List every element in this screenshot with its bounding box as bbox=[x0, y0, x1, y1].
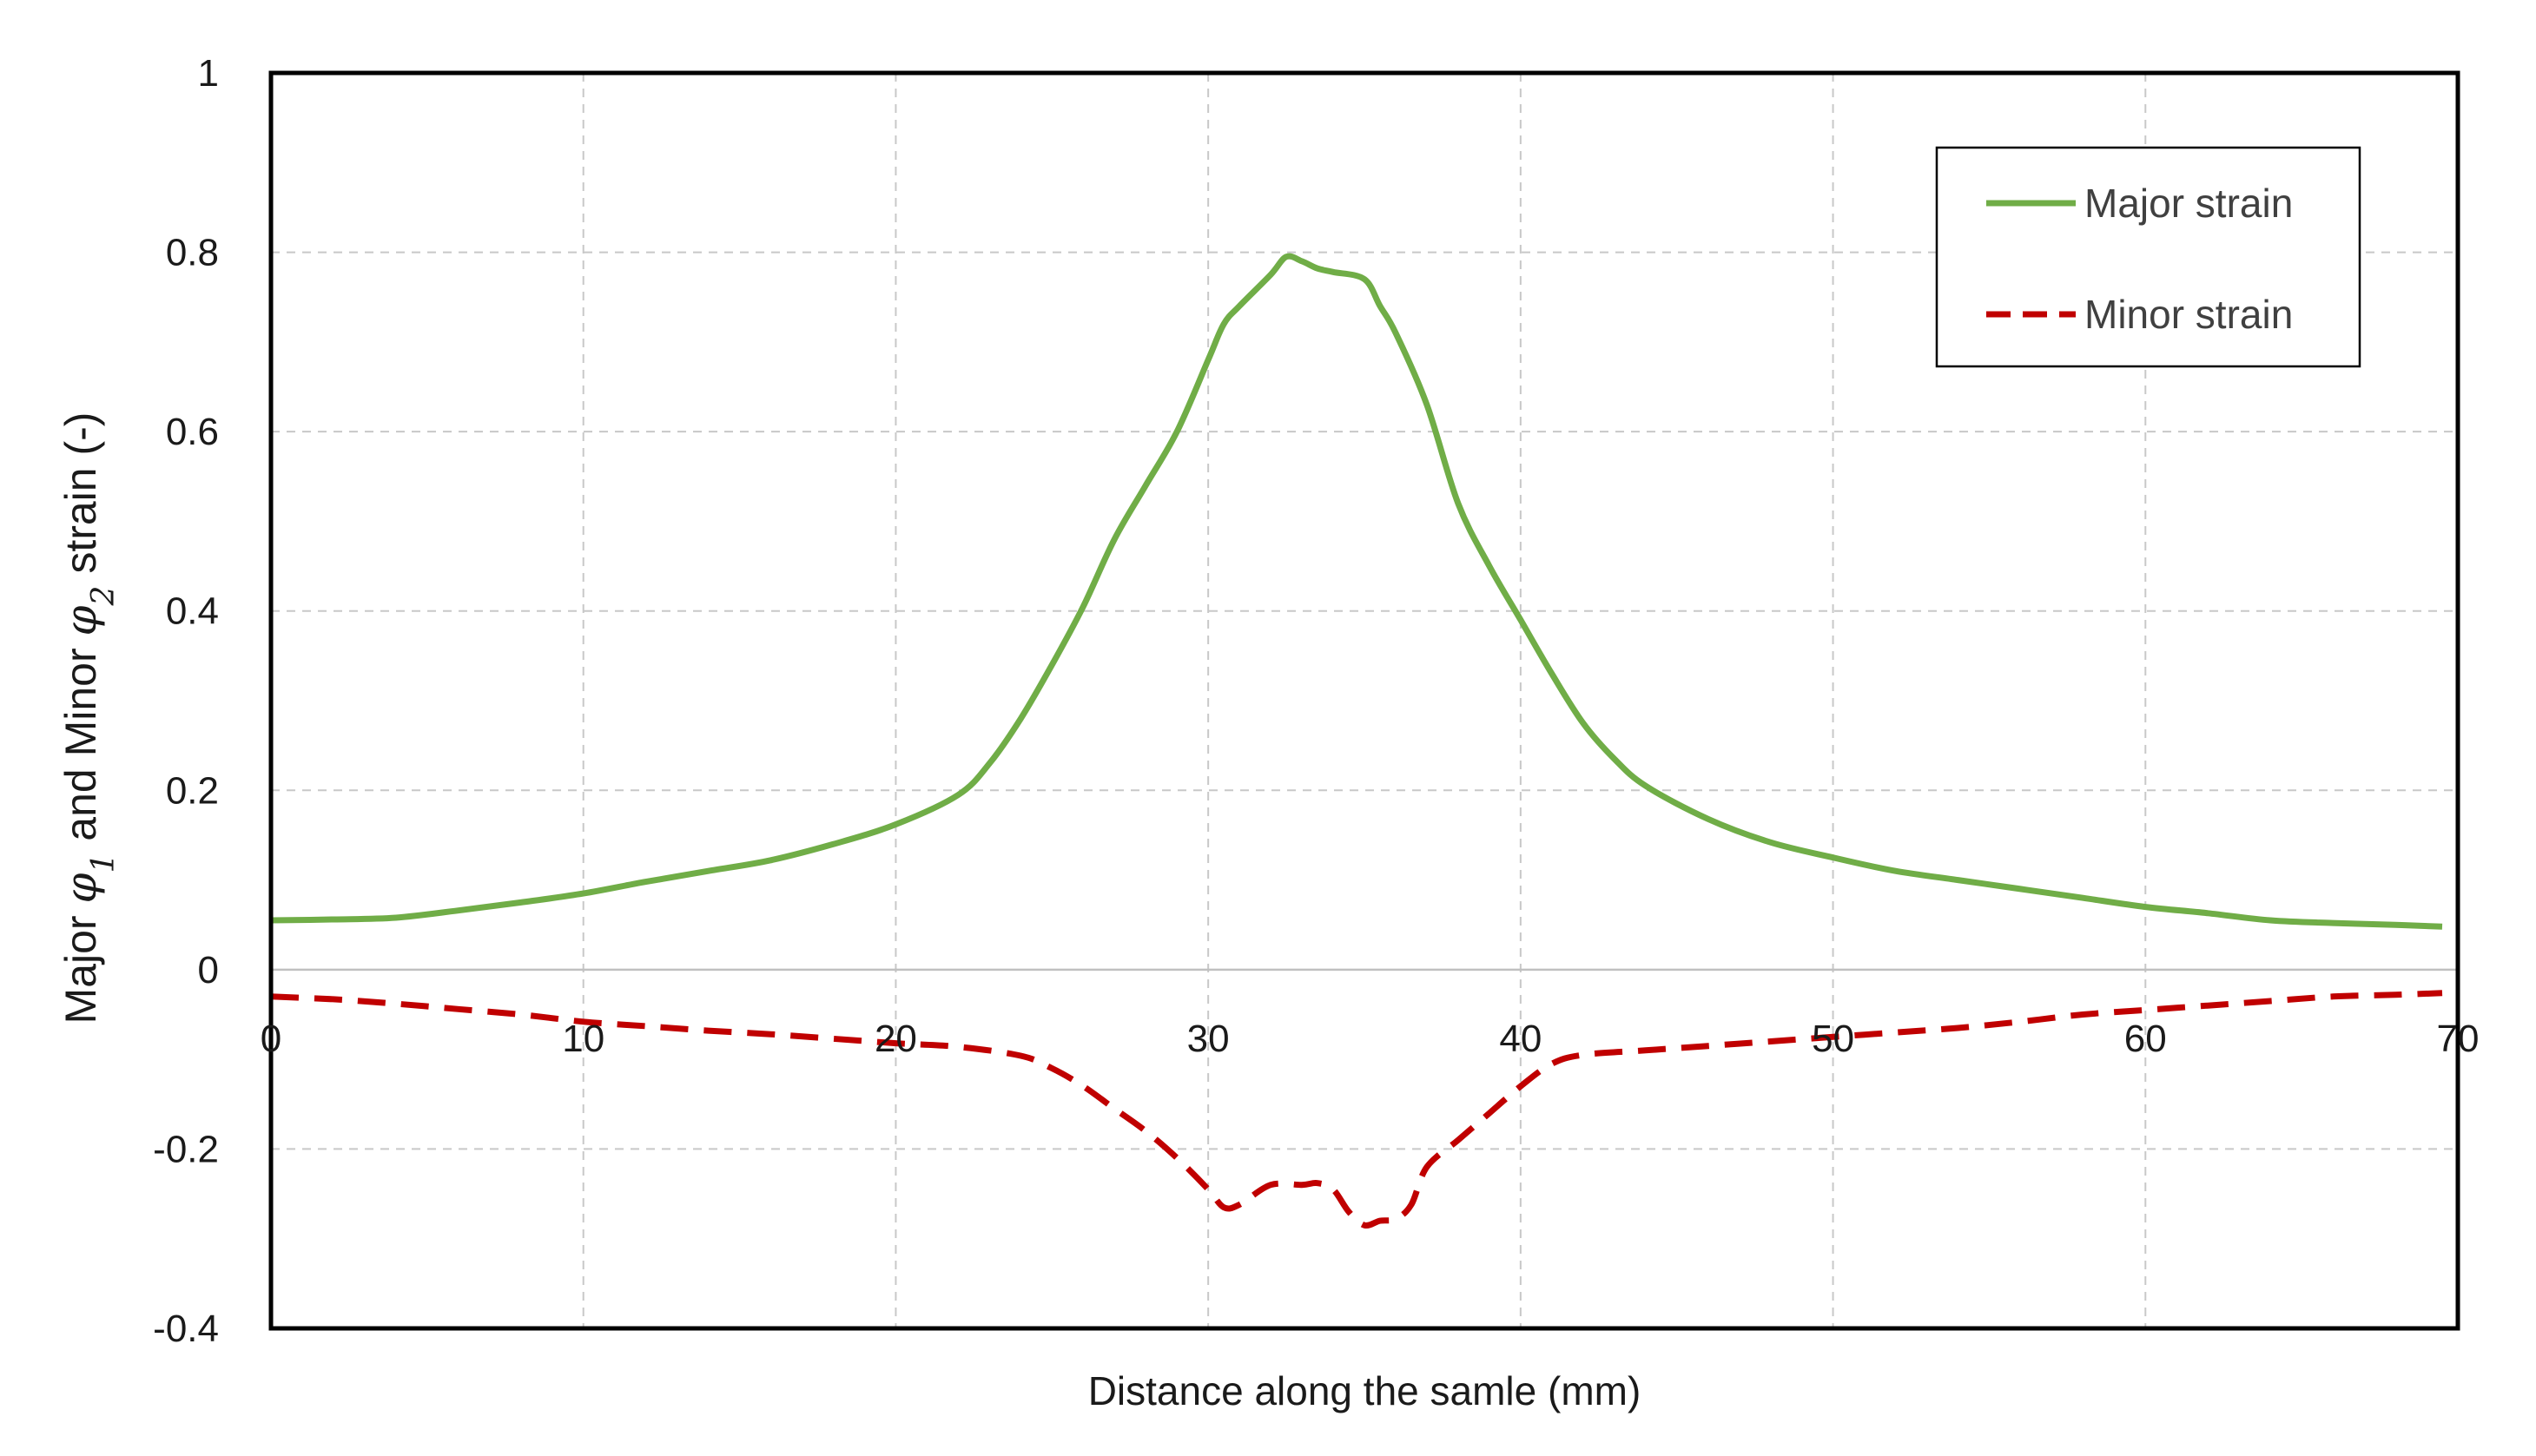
plot-frame bbox=[268, 70, 2460, 1331]
series-lines bbox=[270, 253, 2443, 1229]
y-tick-label: 0 bbox=[198, 949, 219, 992]
y-axis-title-part-3: strain (-) bbox=[56, 412, 105, 586]
y-tick-label: -0.2 bbox=[153, 1128, 219, 1170]
x-tick-label: 60 bbox=[2124, 1018, 2167, 1060]
y-axis-title-symbol-2: φ bbox=[56, 605, 106, 636]
x-tick-label: 70 bbox=[2437, 1018, 2480, 1060]
x-axis-title: Distance along the samle (mm) bbox=[1088, 1368, 1641, 1413]
y-tick-label: 1 bbox=[198, 52, 219, 95]
legend-label-minor-strain: Minor strain bbox=[2084, 292, 2293, 337]
x-tick-label: 40 bbox=[1499, 1018, 1542, 1060]
legend-box bbox=[1935, 146, 2361, 368]
y-tick-label: 0.8 bbox=[166, 232, 219, 274]
tick-labels: -0.4-0.200.20.40.60.810 10 20 30 40 50 60 70 bbox=[153, 52, 2479, 1350]
gridlines bbox=[271, 73, 2458, 1328]
series-line-major-strain bbox=[270, 253, 2443, 930]
x-tick-label: 20 bbox=[875, 1018, 917, 1060]
y-tick-label: 0.2 bbox=[166, 769, 219, 812]
x-tick-label: 0 bbox=[261, 1018, 281, 1060]
series-line-minor-strain bbox=[270, 990, 2443, 1229]
y-tick-label: -0.4 bbox=[153, 1308, 219, 1350]
y-tick-label: 0.6 bbox=[166, 411, 219, 453]
y-axis-title: Major φ1 and Minor φ2 strain (-) bbox=[56, 412, 122, 1024]
x-tick-label: 30 bbox=[1187, 1018, 1230, 1060]
y-axis-title-part-1: Major bbox=[56, 904, 105, 1024]
y-tick-label: 0.4 bbox=[166, 590, 219, 633]
y-axis-title-subscript-2: 2 bbox=[86, 586, 122, 607]
y-axis-title-part-2: and Minor bbox=[56, 636, 105, 853]
x-tick-label: 10 bbox=[562, 1018, 604, 1060]
legend: Major strain Minor strain bbox=[1935, 146, 2361, 368]
legend-label-major-strain: Major strain bbox=[2084, 181, 2293, 226]
y-axis-title-symbol-1: φ bbox=[56, 873, 106, 904]
y-axis-title-subscript-1: 1 bbox=[86, 853, 122, 873]
x-tick-label: 50 bbox=[1812, 1018, 1854, 1060]
